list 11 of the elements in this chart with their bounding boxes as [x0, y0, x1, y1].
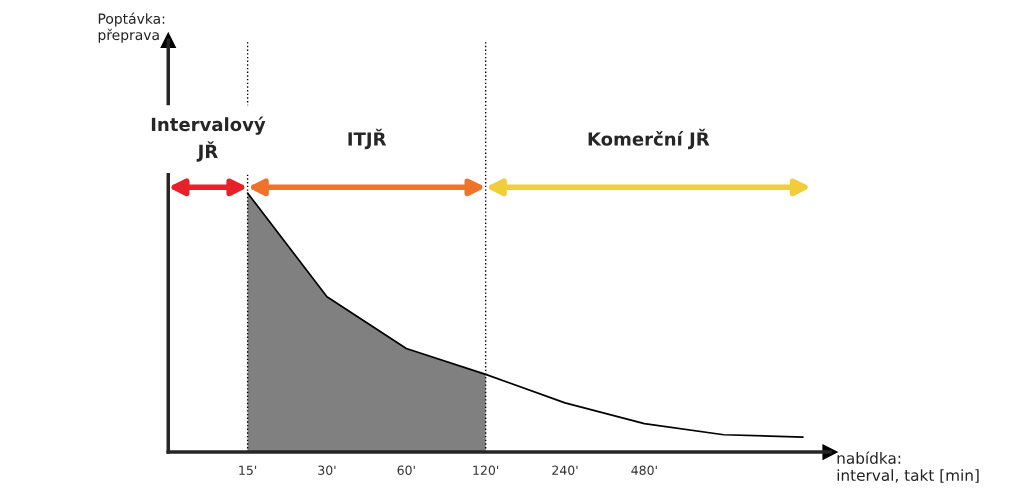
text: Poptávka: přeprava	[98, 12, 165, 43]
x-tick-label: 30'	[318, 465, 336, 475]
text: ITJŘ	[348, 128, 387, 150]
x-tick-label: 240'	[552, 465, 578, 475]
x-tick-label: 480'	[631, 465, 657, 475]
text: Komerční JŘ	[588, 128, 710, 150]
x-axis-title: nabídka: interval, takt [min]	[837, 451, 979, 483]
x-tick-label: 15'	[239, 465, 257, 475]
x-tick-label: 120'	[473, 465, 499, 475]
text: Intervalový JŘ	[151, 116, 266, 162]
x-tick-label: 60'	[397, 465, 415, 475]
